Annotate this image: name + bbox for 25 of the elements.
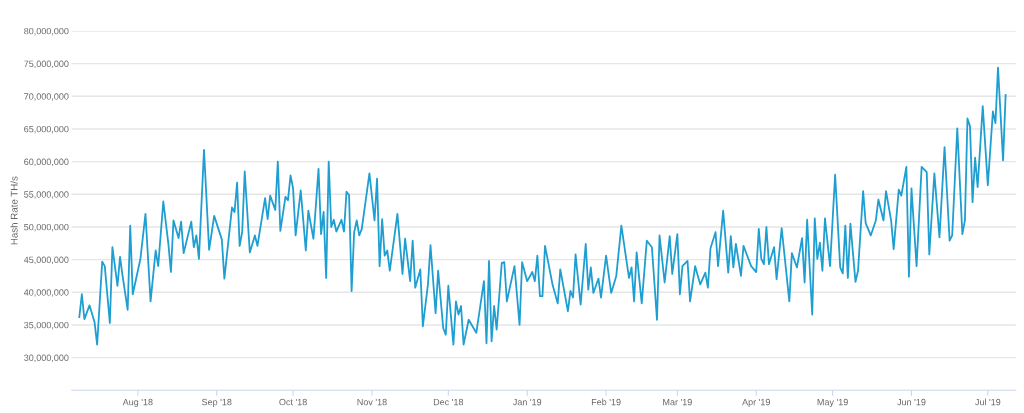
x-tick-label: Jan '19 (512, 398, 542, 406)
x-tick-label: Jun '19 (897, 398, 926, 406)
y-tick-label: 60,000,000 (24, 158, 69, 167)
y-tick-label: 35,000,000 (24, 321, 69, 330)
x-tick-label: Dec '18 (433, 398, 464, 406)
x-tick-label: Aug '18 (122, 398, 153, 408)
x-tick-label: May '19 (817, 398, 848, 408)
y-tick-label: 40,000,000 (23, 289, 69, 297)
x-tick-label: Oct '18 (279, 398, 307, 406)
x-tick-label: Apr '19 (742, 398, 770, 408)
y-tick-label: 65,000,000 (24, 125, 69, 134)
y-tick-label: 30,000,000 (24, 354, 69, 363)
y-tick-label: 70,000,000 (24, 93, 69, 101)
line-series (78, 66, 1007, 346)
y-axis-title: Hash Rate TH/s (10, 176, 18, 245)
x-tick-label: Nov '18 (357, 398, 387, 406)
x-tick-label: Jul '19 (975, 398, 1001, 406)
x-tick-label: Sep '18 (201, 398, 232, 408)
y-tick-label: 80,000,000 (24, 27, 69, 36)
y-tick-label: 50,000,000 (24, 223, 69, 232)
y-tick-label: 75,000,000 (24, 60, 69, 69)
y-tick-label: 55,000,000 (24, 191, 69, 199)
y-tick-label: 45,000,000 (23, 256, 69, 265)
x-tick-label: Feb '19 (591, 398, 621, 406)
x-tick-label: Mar '19 (663, 398, 692, 406)
